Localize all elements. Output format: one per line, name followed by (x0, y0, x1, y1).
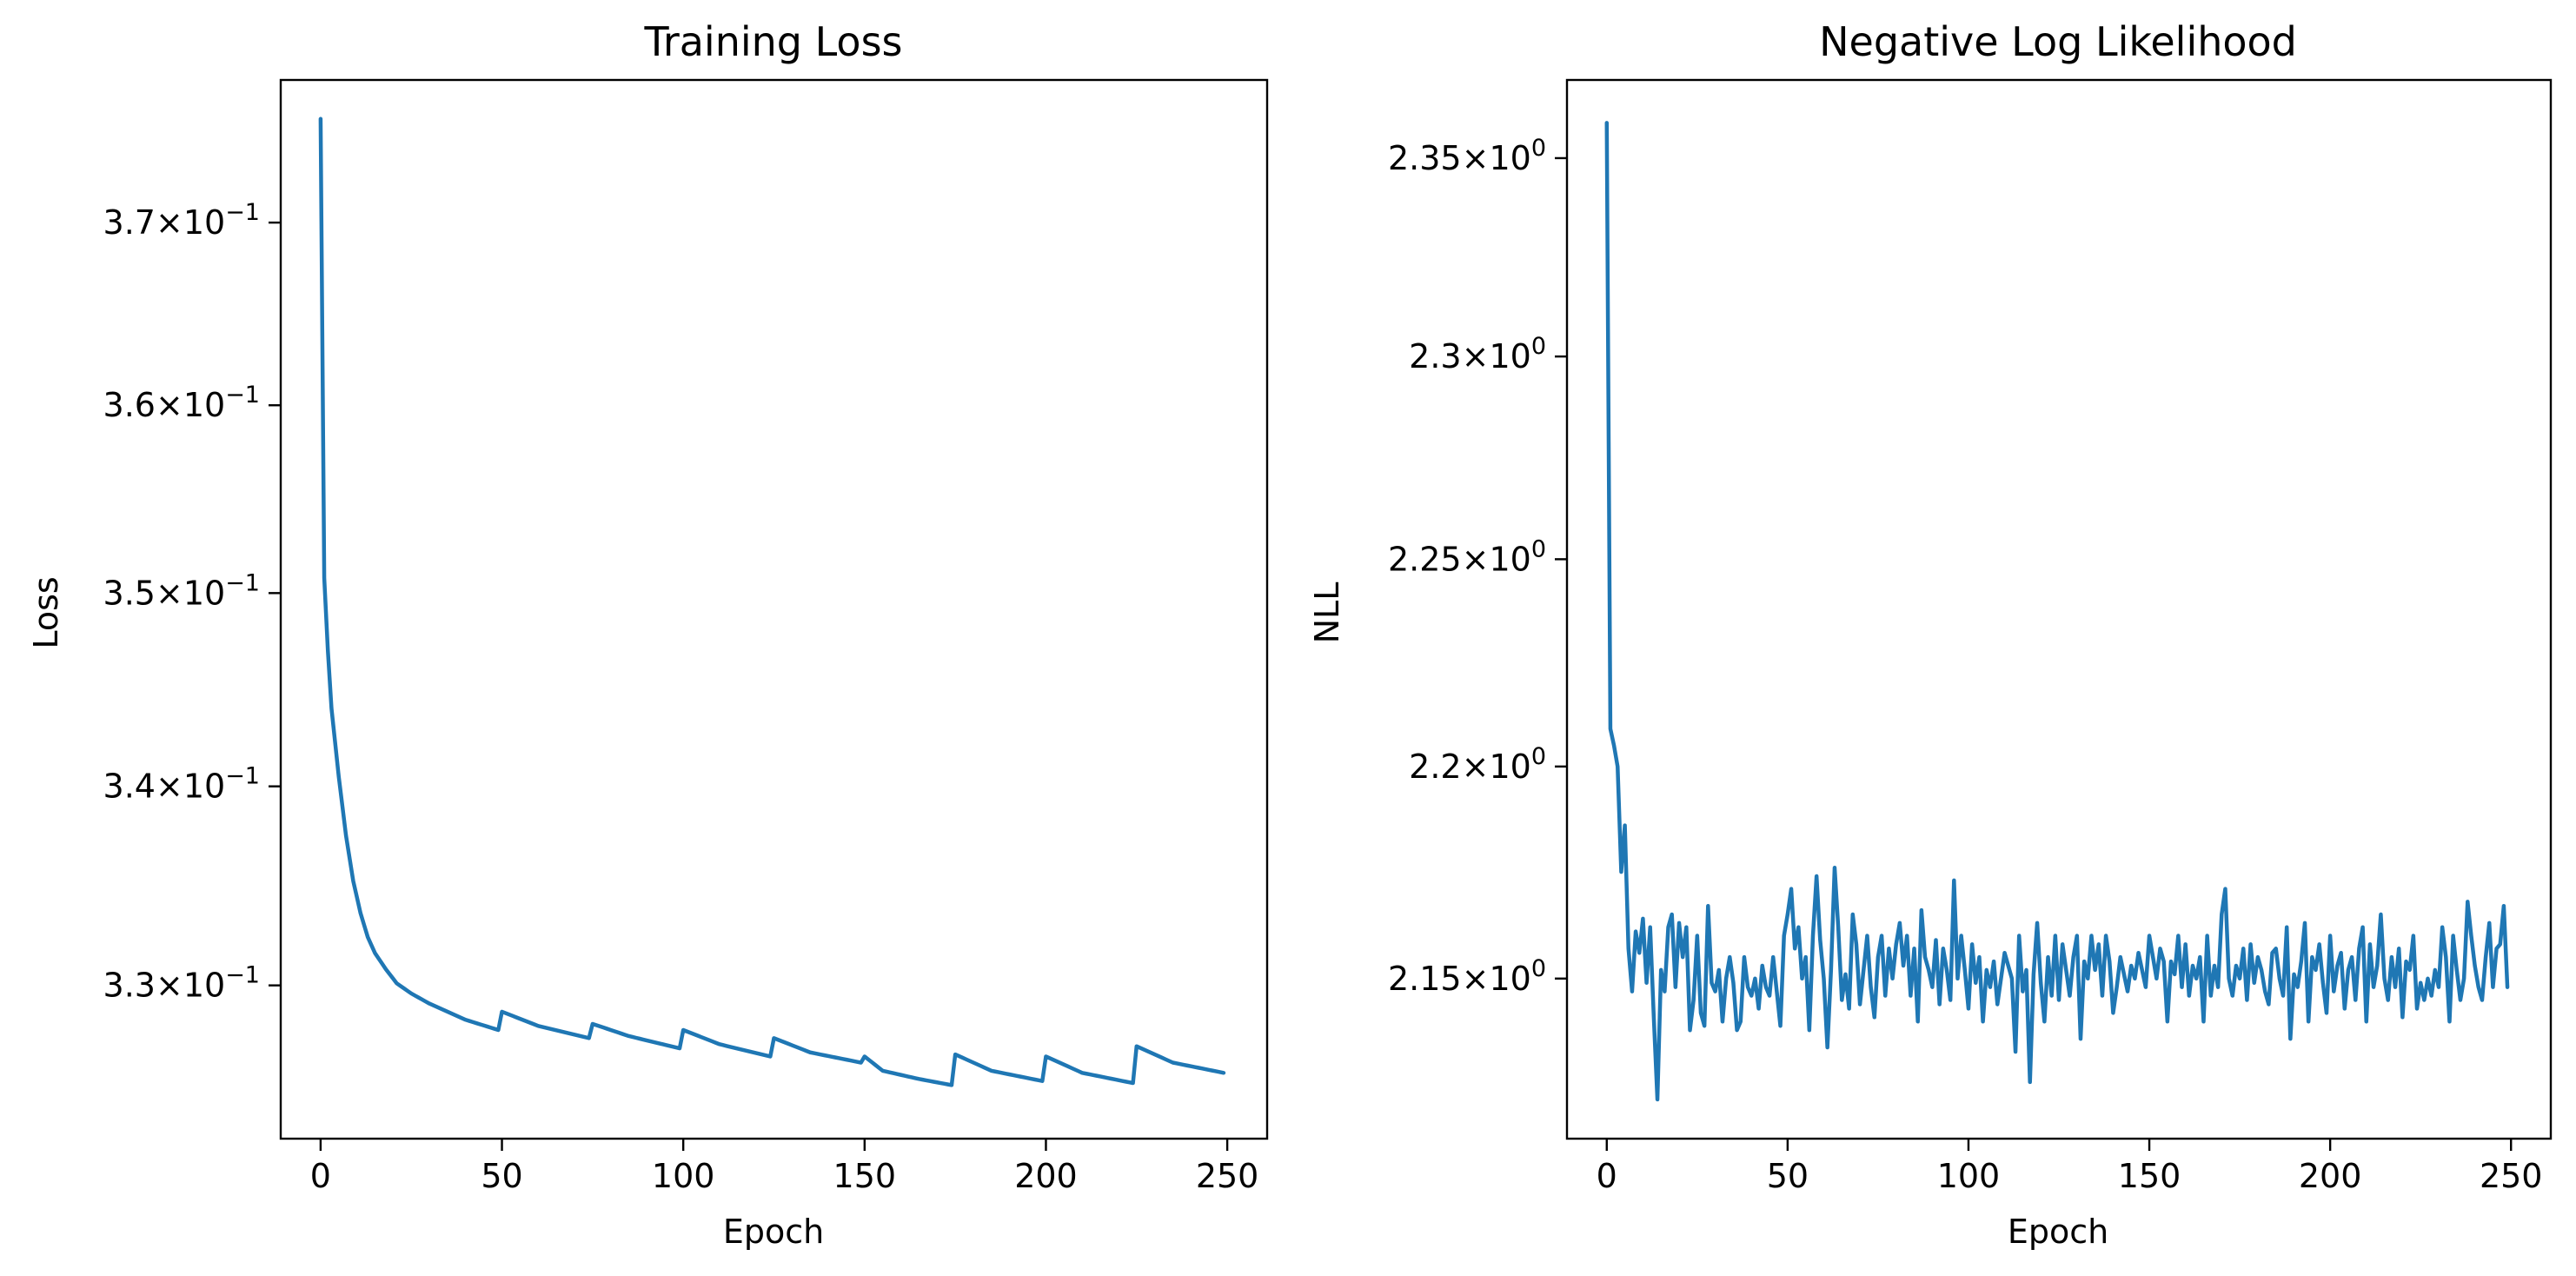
y-tick-base: 10 (183, 574, 225, 612)
y-tick-exponent: −1 (225, 569, 260, 596)
x-axis-label: Epoch (723, 1213, 824, 1251)
x-tick-label: 50 (481, 1157, 522, 1195)
x-tick-group: 0 50 100 150 200 250 (1597, 1139, 2543, 1195)
y-axis-label: Loss (27, 576, 65, 648)
y-tick-label: 2.3×100 (1409, 333, 1546, 375)
y-tick-mantissa: 3.4 (103, 768, 156, 806)
y-tick-mantissa: 2.3 (1409, 337, 1461, 375)
y-tick-times: × (1462, 139, 1490, 177)
y-tick-exponent: 0 (1531, 135, 1546, 162)
y-tick-label: 3.6×10−1 (103, 382, 260, 424)
y-tick-exponent: 0 (1531, 333, 1546, 360)
y-tick-mantissa: 3.5 (103, 574, 156, 612)
y-tick-label: 3.4×10−1 (103, 763, 260, 806)
training-loss-line (318, 116, 1226, 1087)
x-tick-label: 200 (2299, 1157, 2362, 1195)
y-tick-base: 10 (183, 967, 225, 1005)
y-tick-base: 10 (183, 203, 225, 242)
y-tick-exponent: −1 (225, 763, 260, 790)
x-axis-label: Epoch (2008, 1213, 2108, 1251)
y-tick-mantissa: 2.25 (1388, 540, 1462, 578)
y-tick-label: 2.25×100 (1388, 535, 1546, 578)
x-tick-group: 0 50 100 150 200 250 (310, 1139, 1259, 1195)
y-tick-times: × (156, 386, 183, 424)
y-tick-label: 2.2×100 (1409, 743, 1546, 786)
y-axis-label: NLL (1308, 582, 1346, 644)
y-tick-base: 10 (183, 386, 225, 424)
y-tick-base: 10 (183, 768, 225, 806)
y-tick-base: 10 (1489, 748, 1530, 786)
x-tick-label: 0 (1597, 1157, 1617, 1195)
y-tick-mantissa: 2.35 (1388, 139, 1462, 177)
y-tick-exponent: −1 (225, 199, 260, 226)
plot-frame (1565, 78, 2553, 1140)
y-tick-base: 10 (1489, 960, 1530, 998)
y-tick-times: × (156, 203, 183, 242)
y-tick-times: × (1462, 748, 1490, 786)
y-tick-times: × (156, 574, 183, 612)
x-tick-label: 200 (1014, 1157, 1078, 1195)
y-tick-label: 2.35×100 (1388, 135, 1546, 177)
nll-chart: Negative Log Likelihood 0 50 100 150 200 250 … (1308, 18, 2553, 1251)
y-tick-times: × (1462, 540, 1490, 578)
x-tick-label: 250 (1196, 1157, 1259, 1195)
x-tick-label: 100 (1937, 1157, 2001, 1195)
x-tick-label: 150 (833, 1157, 897, 1195)
y-tick-group: 3.3×10−13.4×10−13.5×10−13.6×10−13.7×10−1 (103, 199, 281, 1005)
x-tick-label: 150 (2118, 1157, 2181, 1195)
y-tick-base: 10 (1489, 540, 1530, 578)
nll-line (1604, 121, 2510, 1102)
y-tick-times: × (1462, 337, 1490, 375)
y-tick-label: 3.7×10−1 (103, 199, 260, 242)
y-tick-mantissa: 3.6 (103, 386, 156, 424)
y-tick-mantissa: 2.15 (1388, 960, 1462, 998)
y-tick-label: 3.3×10−1 (103, 962, 260, 1005)
y-tick-exponent: 0 (1531, 535, 1546, 562)
y-tick-base: 10 (1489, 337, 1530, 375)
y-tick-times: × (156, 967, 183, 1005)
y-tick-exponent: −1 (225, 382, 260, 409)
y-tick-exponent: 0 (1531, 955, 1546, 982)
y-tick-mantissa: 3.7 (103, 203, 156, 242)
y-tick-exponent: 0 (1531, 743, 1546, 770)
chart-title: Negative Log Likelihood (1819, 18, 2297, 65)
x-tick-label: 50 (1767, 1157, 1809, 1195)
y-tick-times: × (1462, 960, 1490, 998)
y-tick-label: 3.5×10−1 (103, 569, 260, 612)
y-tick-exponent: −1 (225, 962, 260, 989)
x-tick-label: 0 (310, 1157, 331, 1195)
plot-frame (279, 78, 1269, 1140)
training-loss-chart: Training Loss 0 50 100 150 200 250 3.3×10−13.… (27, 18, 1269, 1251)
y-tick-base: 10 (1489, 139, 1530, 177)
y-tick-mantissa: 2.2 (1409, 748, 1461, 786)
y-tick-mantissa: 3.3 (103, 967, 156, 1005)
y-tick-times: × (156, 768, 183, 806)
chart-title: Training Loss (643, 18, 902, 65)
x-tick-label: 100 (652, 1157, 715, 1195)
x-tick-label: 250 (2480, 1157, 2543, 1195)
y-tick-label: 2.15×100 (1388, 955, 1546, 998)
